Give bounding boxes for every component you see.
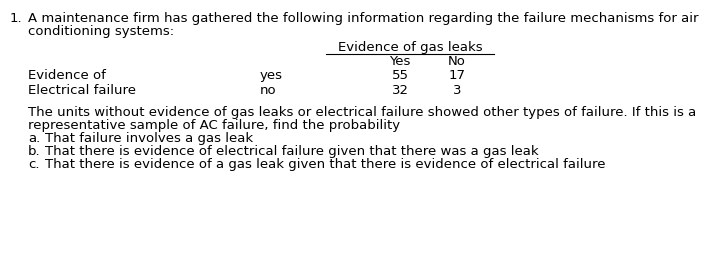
Text: That failure involves a gas leak: That failure involves a gas leak [45,132,253,145]
Text: representative sample of AC failure, find the probability: representative sample of AC failure, fin… [28,119,400,132]
Text: b.: b. [28,145,40,158]
Text: A maintenance firm has gathered the following information regarding the failure : A maintenance firm has gathered the foll… [28,12,698,25]
Text: yes: yes [260,69,283,82]
Text: Evidence of gas leaks: Evidence of gas leaks [338,41,482,54]
Text: a.: a. [28,132,40,145]
Text: c.: c. [28,158,40,171]
Text: 3: 3 [453,84,462,97]
Text: The units without evidence of gas leaks or electrical failure showed other types: The units without evidence of gas leaks … [28,106,696,119]
Text: That there is evidence of electrical failure given that there was a gas leak: That there is evidence of electrical fai… [45,145,539,158]
Text: conditioning systems:: conditioning systems: [28,25,174,38]
Text: 1.: 1. [10,12,22,25]
Text: Electrical failure: Electrical failure [28,84,136,97]
Text: Evidence of: Evidence of [28,69,106,82]
Text: No: No [448,55,466,68]
Text: 17: 17 [449,69,466,82]
Text: That there is evidence of a gas leak given that there is evidence of electrical : That there is evidence of a gas leak giv… [45,158,606,171]
Text: 32: 32 [392,84,408,97]
Text: Yes: Yes [390,55,410,68]
Text: no: no [260,84,276,97]
Text: 55: 55 [392,69,408,82]
